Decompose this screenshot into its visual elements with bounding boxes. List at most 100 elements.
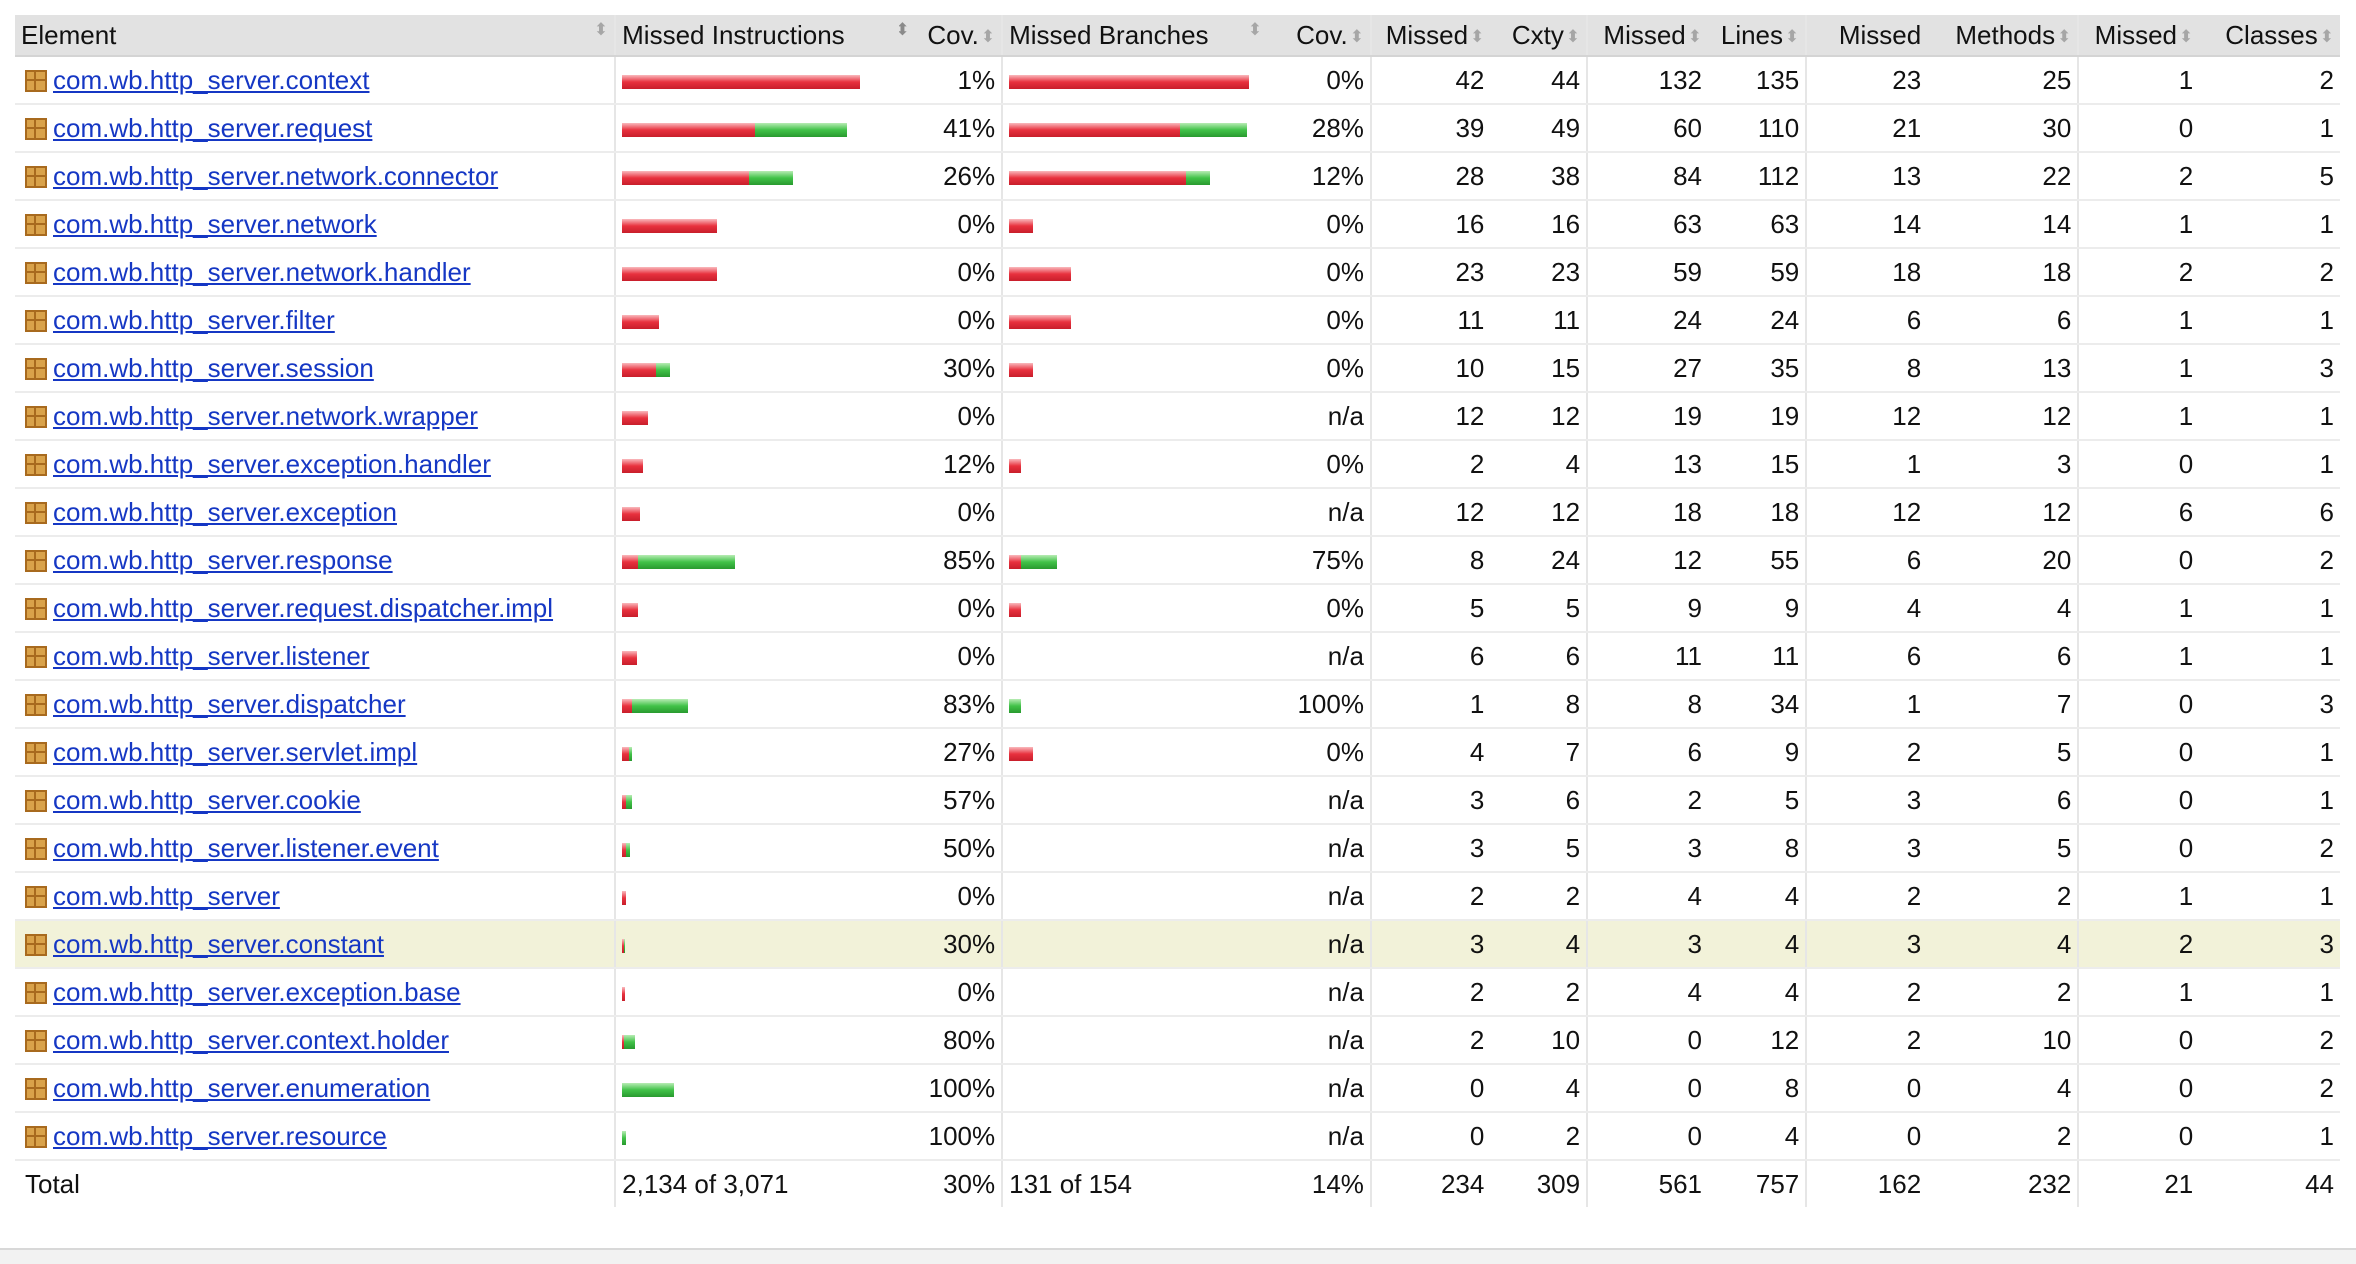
missed-branches-cell [1001,1112,1269,1161]
methods-value: 7 [2056,688,2072,719]
col-branches-cov[interactable]: Cov. ⬍ [1268,15,1371,57]
package-link[interactable]: com.wb.http_server.exception [53,496,397,527]
lines-value: 15 [1770,448,1800,479]
col-instructions-cov[interactable]: ⬍Cov.⬍ [899,15,1003,57]
methods-value: 25 [2042,64,2072,95]
package-link[interactable]: com.wb.http_server.network [53,208,377,239]
sort-arrows-icon[interactable]: ⬍ [2179,26,2194,46]
col-missed-branches[interactable]: Missed Branches ⬍ [1001,15,1269,57]
branches-coverage-bar [1009,746,1034,761]
package-link[interactable]: com.wb.http_server.exception.base [53,976,461,1007]
branches-cov-value: n/a [1327,640,1364,671]
element-cell: com.wb.http_server.request.dispatcher.im… [15,584,616,633]
cxty-cell: 4 [1490,440,1588,489]
package-link[interactable]: com.wb.http_server.response [53,544,393,575]
missed-cxty-value: 28 [1455,160,1485,191]
missed-lines-value: 4 [1687,976,1703,1007]
package-link[interactable]: com.wb.http_server.context [53,64,370,95]
missed-instructions-cell [614,200,900,249]
horizontal-scrollbar[interactable] [0,1248,2356,1264]
missed-lines-value: 132 [1658,64,1703,95]
package-link[interactable]: com.wb.http_server.request.dispatcher.im… [53,592,554,623]
instructions-coverage-bar [622,266,718,281]
instructions-cov-value: 27% [943,736,996,767]
classes-cell: 1 [2199,584,2340,633]
classes-value: 1 [2319,208,2334,239]
package-link[interactable]: com.wb.http_server.listener.event [53,832,439,863]
col-element[interactable]: Element ⬍ [15,15,616,57]
package-link[interactable]: com.wb.http_server.listener [53,640,370,671]
package-link[interactable]: com.wb.http_server.request [53,112,373,143]
package-link[interactable]: com.wb.http_server.network.connector [53,160,499,191]
missed-bar-segment [622,1034,625,1049]
table-row: com.wb.http_server.dispatcher 83% 100% 1 8 8 3… [15,680,2340,729]
covered-bar-segment [622,1130,627,1145]
col-missed-methods[interactable]: Missed [1805,15,1928,57]
classes-value: 1 [2319,112,2334,143]
package-link[interactable]: com.wb.http_server.enumeration [53,1072,431,1103]
methods-cell: 12 [1927,488,2079,537]
table-row: com.wb.http_server.network 0% 0% 16 16 63 63 14… [15,200,2340,249]
sort-arrows-icon[interactable]: ⬍ [2057,26,2072,46]
sort-arrows-icon[interactable]: ⬍ [1470,26,1485,46]
missed-lines-value: 27 [1673,352,1703,383]
table-row: com.wb.http_server.session 30% 0% 10 15 27 35 8… [15,344,2340,393]
sort-arrows-icon[interactable]: ⬍ [593,19,609,39]
package-link[interactable]: com.wb.http_server.network.handler [53,256,471,287]
package-link[interactable]: com.wb.http_server.session [53,352,374,383]
package-link[interactable]: com.wb.http_server.resource [53,1120,387,1151]
sort-arrows-icon[interactable]: ⬍ [1785,26,1800,46]
package-link[interactable]: com.wb.http_server.exception.handler [53,448,491,479]
covered-bar-segment [626,842,631,857]
col-missed-lines[interactable]: Missed ⬍ [1586,15,1709,57]
branches-coverage-bar [1009,266,1072,281]
col-classes-label: Classes [2225,19,2318,50]
missed-classes-cell: 0 [2077,1112,2200,1161]
package-icon [25,69,47,92]
lines-cell: 4 [1708,968,1807,1017]
coverage-table: Element⬍ Missed Instructions ⬍Cov.⬍ Miss… [15,15,2340,1207]
sort-arrows-icon[interactable]: ⬍ [1687,26,1703,46]
branches-cov-cell: 0% [1268,344,1371,393]
package-link[interactable]: com.wb.http_server.servlet.impl [53,736,418,767]
methods-value: 12 [2042,400,2072,431]
col-methods[interactable]: Methods ⬍ [1927,15,2079,57]
col-lines[interactable]: Lines ⬍ [1708,15,1807,57]
branches-cov-value: n/a [1327,784,1364,815]
missed-bar-segment [622,602,639,617]
total-branches-cov: 14% [1311,1168,1364,1199]
branches-cov-cell: 75% [1268,536,1371,585]
package-link[interactable]: com.wb.http_server.cookie [53,784,361,815]
total-instructions-cov: 30% [943,1168,996,1199]
sort-arrows-icon[interactable]: ⬍ [980,26,996,46]
sort-arrows-icon[interactable]: ⬍ [1247,19,1263,39]
col-cxty[interactable]: Cxty ⬍ [1490,15,1588,57]
cxty-value: 38 [1551,160,1581,191]
methods-value: 3 [2056,448,2072,479]
missed-lines-cell: 19 [1586,392,1709,441]
package-link[interactable]: com.wb.http_server.constant [53,928,384,959]
cxty-cell: 12 [1490,392,1588,441]
package-link[interactable]: com.wb.http_server.context.holder [53,1024,449,1055]
instructions-cov-value: 0% [957,304,996,335]
package-link[interactable]: com.wb.http_server.filter [53,304,335,335]
col-missed-cxty[interactable]: Missed ⬍ [1369,15,1491,57]
methods-value: 4 [2056,1072,2072,1103]
missed-methods-cell: 2 [1805,1016,1928,1065]
instructions-cov-value: 50% [943,832,996,863]
sort-arrows-icon[interactable]: ⬍ [2319,26,2334,46]
col-missed-classes[interactable]: Missed ⬍ [2077,15,2200,57]
cxty-cell: 7 [1490,728,1588,777]
covered-bar-segment [629,746,633,761]
package-link[interactable]: com.wb.http_server.network.wrapper [53,400,478,431]
missed-methods-value: 18 [1892,256,1922,287]
package-link[interactable]: com.wb.http_server.dispatcher [53,688,406,719]
sort-arrows-icon[interactable]: ⬍ [1349,26,1364,46]
col-classes[interactable]: Classes ⬍ [2199,15,2340,57]
col-missed-instructions[interactable]: Missed Instructions [614,15,900,57]
sort-arrows-icon[interactable]: ⬍ [1565,26,1581,46]
package-link[interactable]: com.wb.http_server [53,880,280,911]
missed-branches-cell [1001,104,1269,153]
classes-cell: 1 [2199,392,2340,441]
sort-down-icon[interactable]: ⬍ [899,20,909,40]
